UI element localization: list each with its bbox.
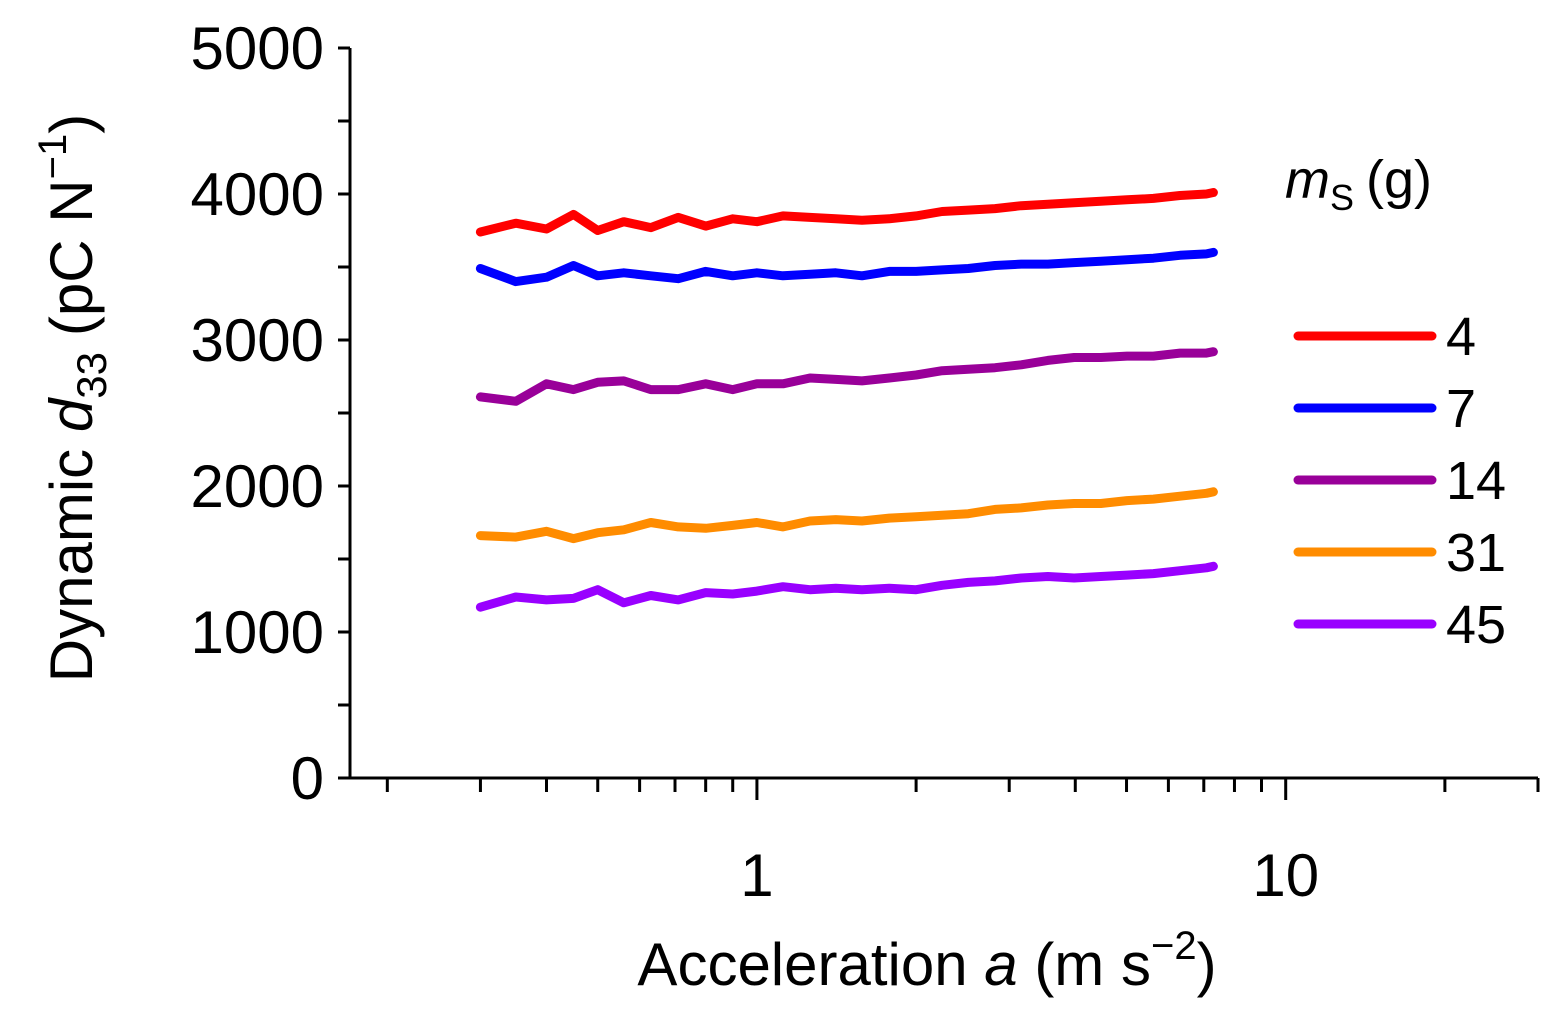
y-tick-label: 0: [291, 745, 324, 812]
legend-title: mS (g): [1285, 150, 1432, 218]
legend-label-4: 4: [1446, 307, 1476, 367]
series-line-7: [475, 247, 1218, 287]
series-line-14: [475, 347, 1218, 406]
y-tick-label: 2000: [191, 453, 324, 520]
y-axis-title: Dynamic d33(pC N−1): [31, 114, 115, 682]
y-tick-label: 3000: [191, 307, 324, 374]
series-line-45: [475, 561, 1218, 612]
y-tick-label: 4000: [191, 161, 324, 228]
svg-text:Dynamic d33(pC N−1): Dynamic d33(pC N−1): [31, 114, 115, 682]
series-layer: [475, 188, 1218, 612]
x-tick-label: 1: [740, 842, 773, 909]
legend-label-45: 45: [1446, 595, 1506, 655]
legend-label-7: 7: [1446, 379, 1476, 439]
series-line-4: [475, 188, 1218, 237]
y-tick-label: 1000: [191, 599, 324, 666]
legend-label-31: 31: [1446, 523, 1506, 583]
legend-label-14: 14: [1446, 451, 1506, 511]
y-tick-label: 5000: [191, 15, 324, 82]
series-line-31: [475, 487, 1218, 544]
x-axis-title: Acceleration a (m s−2): [637, 924, 1216, 998]
axes-layer: 0 1000 2000 3000 4000 5000 1 10: [191, 15, 1540, 909]
x-tick-label: 10: [1252, 842, 1319, 909]
legend: 4 7 14 31 45: [1293, 307, 1506, 655]
